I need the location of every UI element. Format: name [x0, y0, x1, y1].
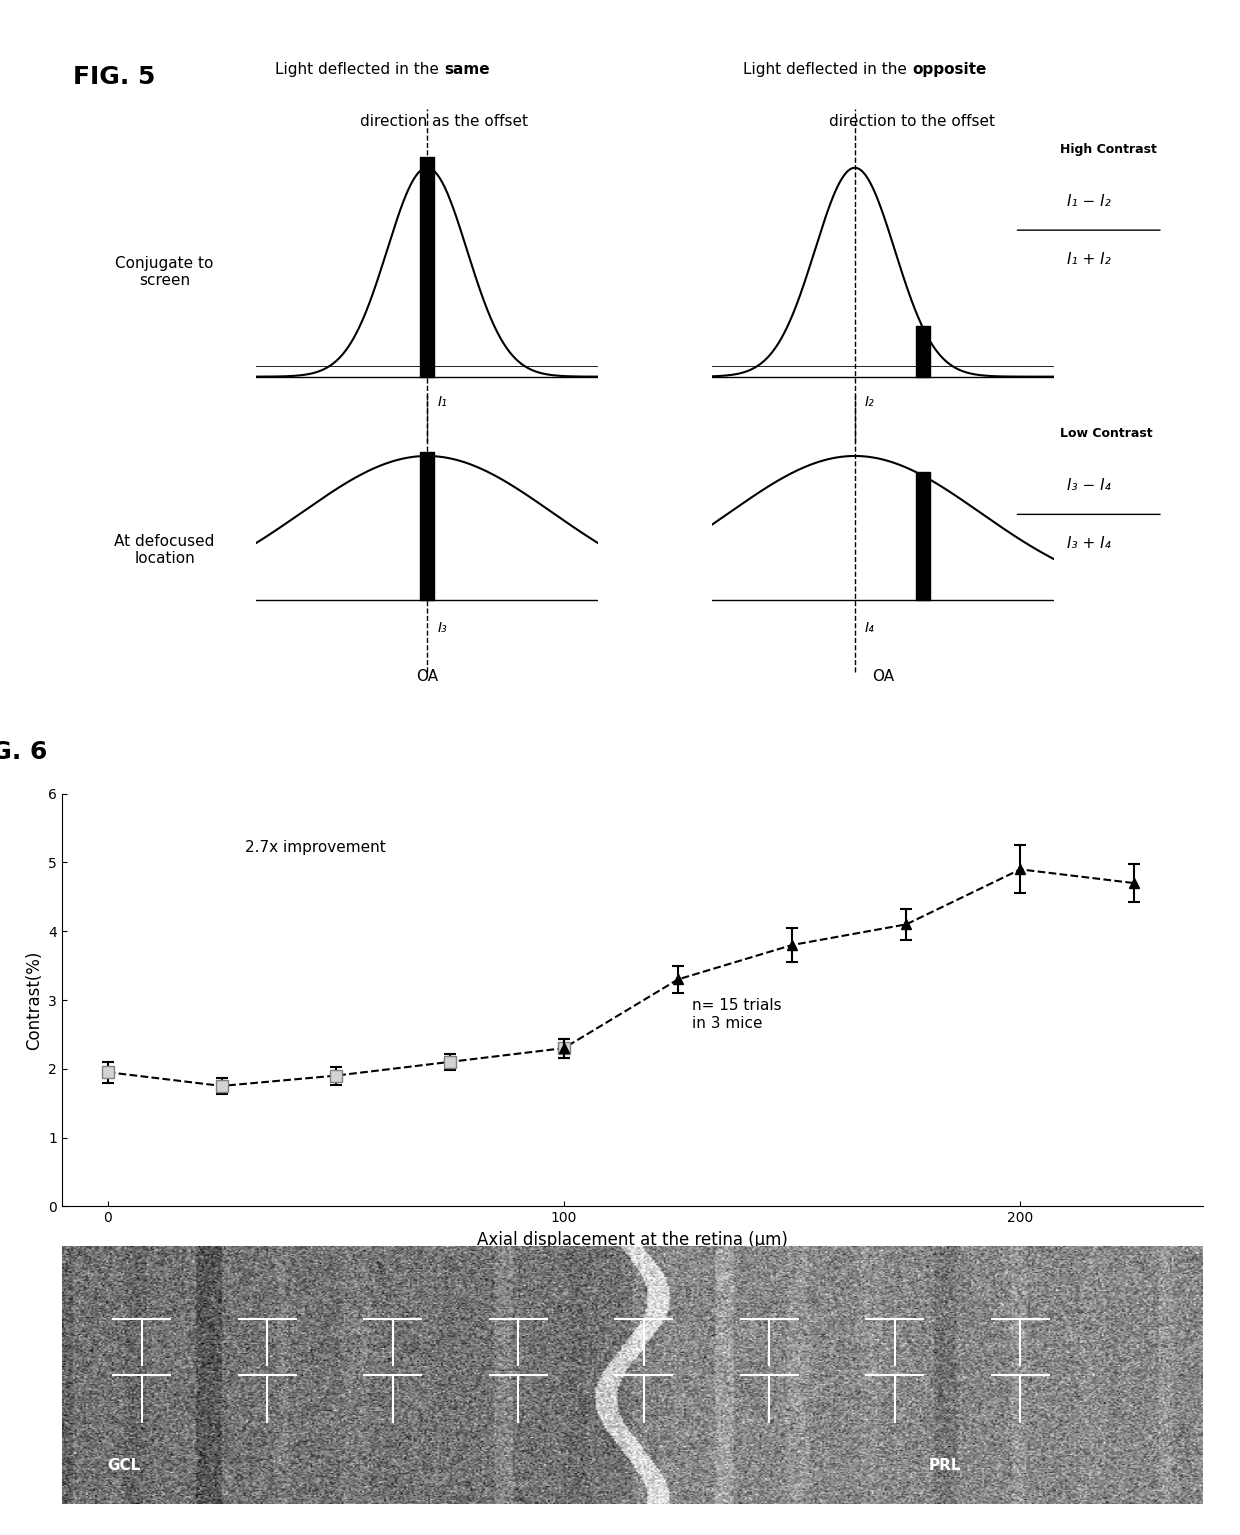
Text: n= 15 trials
in 3 mice: n= 15 trials in 3 mice	[692, 998, 781, 1030]
Text: PRL: PRL	[929, 1458, 961, 1474]
Text: GCL: GCL	[108, 1458, 141, 1474]
Text: FIG. 6: FIG. 6	[0, 740, 47, 764]
Text: OA: OA	[872, 669, 894, 685]
Text: Low Contrast: Low Contrast	[1060, 427, 1153, 441]
Text: OA: OA	[415, 669, 438, 685]
X-axis label: Axial displacement at the retina (μm): Axial displacement at the retina (μm)	[477, 1231, 787, 1248]
Text: opposite: opposite	[911, 63, 986, 77]
Text: I₁ + I₂: I₁ + I₂	[1066, 252, 1111, 267]
Text: I₃ − I₄: I₃ − I₄	[1066, 477, 1111, 493]
Text: Light deflected in the: Light deflected in the	[743, 63, 911, 77]
Text: At defocused
location: At defocused location	[114, 534, 215, 566]
Text: same: same	[444, 63, 490, 77]
Y-axis label: Contrast(%): Contrast(%)	[25, 950, 42, 1050]
Text: direction to the offset: direction to the offset	[828, 114, 994, 129]
Text: Conjugate to
screen: Conjugate to screen	[115, 256, 213, 289]
Text: direction as the offset: direction as the offset	[360, 114, 528, 129]
Text: I₁ − I₂: I₁ − I₂	[1066, 193, 1111, 209]
Text: FIG. 5: FIG. 5	[73, 66, 156, 89]
Text: High Contrast: High Contrast	[1060, 143, 1157, 157]
Text: Light deflected in the: Light deflected in the	[275, 63, 444, 77]
Text: 2.7x improvement: 2.7x improvement	[244, 840, 386, 855]
Text: I₃ + I₄: I₃ + I₄	[1066, 536, 1111, 551]
